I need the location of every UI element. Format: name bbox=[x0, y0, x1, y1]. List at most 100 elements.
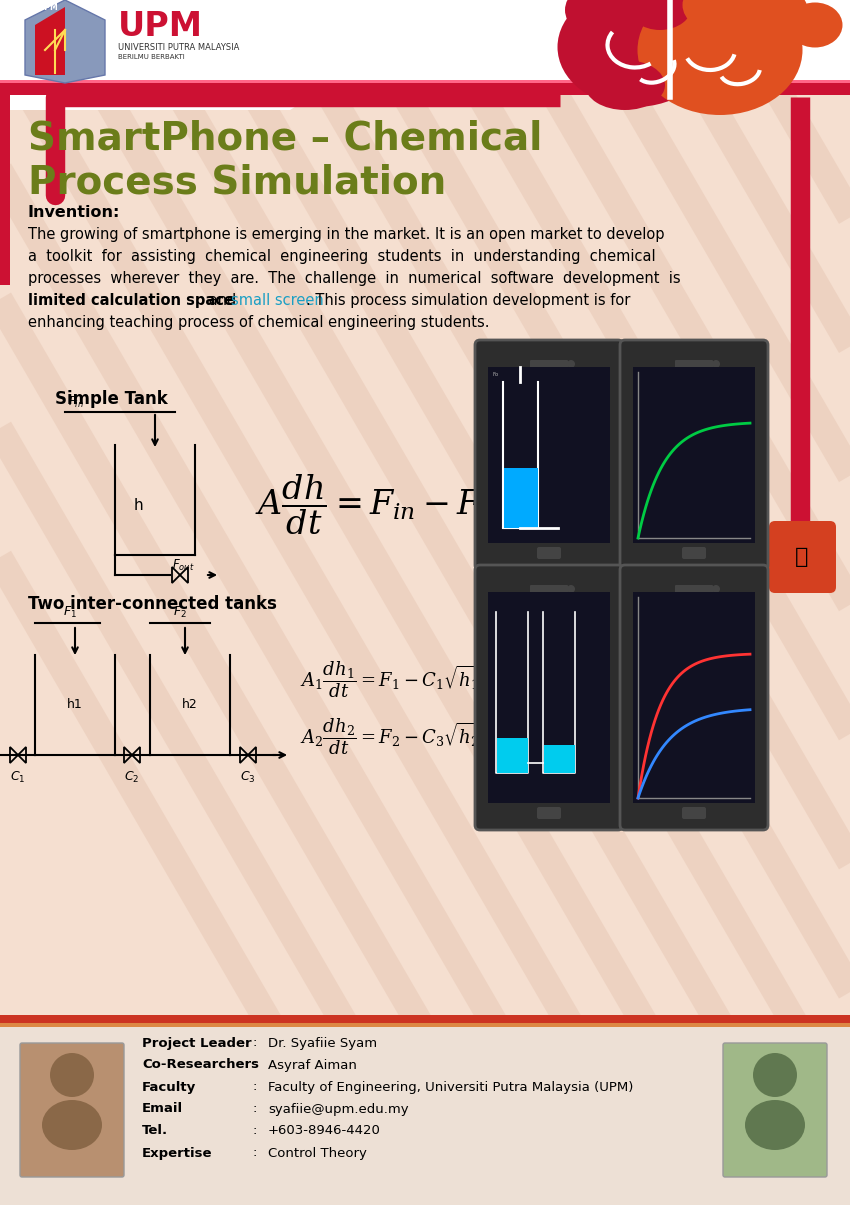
Text: Project Leader: Project Leader bbox=[142, 1036, 252, 1050]
Text: $C_3$: $C_3$ bbox=[241, 770, 256, 786]
Bar bbox=[0, 80, 850, 83]
Bar bbox=[0, 1023, 850, 1027]
Text: a  toolkit  for  assisting  chemical  engineering  students  in  understanding  : a toolkit for assisting chemical enginee… bbox=[28, 249, 655, 264]
Bar bbox=[633, 368, 755, 543]
Text: Invention:: Invention: bbox=[28, 205, 121, 221]
Text: :: : bbox=[252, 1124, 258, 1138]
FancyBboxPatch shape bbox=[675, 584, 713, 593]
FancyBboxPatch shape bbox=[537, 547, 561, 559]
FancyBboxPatch shape bbox=[620, 340, 768, 570]
Text: Dr. Syafiie Syam: Dr. Syafiie Syam bbox=[268, 1036, 377, 1050]
Ellipse shape bbox=[627, 0, 693, 30]
Ellipse shape bbox=[677, 63, 762, 111]
Text: :: : bbox=[252, 1103, 258, 1116]
Text: UPM: UPM bbox=[118, 11, 203, 43]
Circle shape bbox=[50, 1053, 94, 1097]
Ellipse shape bbox=[565, 0, 635, 37]
FancyBboxPatch shape bbox=[769, 521, 836, 593]
Text: +603-8946-4420: +603-8946-4420 bbox=[268, 1124, 381, 1138]
Ellipse shape bbox=[787, 2, 842, 47]
Text: h1: h1 bbox=[67, 699, 82, 711]
Text: $C_1$: $C_1$ bbox=[10, 770, 26, 786]
Text: :: : bbox=[252, 1081, 258, 1093]
Text: $F_2$: $F_2$ bbox=[173, 605, 187, 621]
FancyBboxPatch shape bbox=[475, 565, 623, 830]
Text: Faculty of Engineering, Universiti Putra Malaysia (UPM): Faculty of Engineering, Universiti Putra… bbox=[268, 1081, 633, 1093]
Text: Email: Email bbox=[142, 1103, 183, 1116]
Text: $A_2\dfrac{dh_2}{dt}=F_2-C_3\sqrt{h_2}+C_2(\sqrt{h_1}-\sqrt{h_2})$: $A_2\dfrac{dh_2}{dt}=F_2-C_3\sqrt{h_2}+C… bbox=[300, 717, 637, 757]
Text: SmartPhone – Chemical: SmartPhone – Chemical bbox=[28, 120, 542, 158]
Text: $F_{out}$: $F_{out}$ bbox=[172, 558, 195, 574]
Bar bbox=[488, 592, 610, 803]
FancyBboxPatch shape bbox=[620, 565, 768, 830]
Ellipse shape bbox=[683, 0, 757, 33]
FancyBboxPatch shape bbox=[537, 807, 561, 819]
Text: :: : bbox=[252, 1146, 258, 1159]
Ellipse shape bbox=[743, 0, 808, 35]
Polygon shape bbox=[35, 7, 65, 75]
Ellipse shape bbox=[745, 1100, 805, 1150]
Bar bbox=[504, 468, 538, 528]
Bar bbox=[633, 592, 755, 803]
Bar bbox=[497, 737, 528, 772]
Text: h: h bbox=[133, 498, 143, 512]
Text: :: : bbox=[252, 1058, 258, 1071]
Text: Asyraf Aiman: Asyraf Aiman bbox=[268, 1058, 357, 1071]
FancyBboxPatch shape bbox=[475, 340, 623, 570]
Text: Expertise: Expertise bbox=[142, 1146, 212, 1159]
Ellipse shape bbox=[558, 0, 712, 107]
Polygon shape bbox=[290, 0, 330, 110]
Text: Co-Researchers: Co-Researchers bbox=[142, 1058, 259, 1071]
Text: small screen: small screen bbox=[231, 293, 324, 308]
Text: $C_2$: $C_2$ bbox=[124, 770, 139, 786]
Text: and: and bbox=[204, 293, 241, 308]
Polygon shape bbox=[25, 0, 105, 83]
Text: Simple Tank: Simple Tank bbox=[55, 390, 167, 408]
Text: Faculty: Faculty bbox=[142, 1081, 196, 1093]
Text: limited calculation space: limited calculation space bbox=[28, 293, 234, 308]
Circle shape bbox=[567, 584, 575, 593]
Bar bbox=[0, 1015, 850, 1023]
Text: processes  wherever  they  are.  The  challenge  in  numerical  software  develo: processes wherever they are. The challen… bbox=[28, 271, 681, 286]
Bar bbox=[0, 95, 10, 286]
Circle shape bbox=[0, 90, 10, 100]
Text: $A\dfrac{dh}{dt}=F_{in}-F_{out}$: $A\dfrac{dh}{dt}=F_{in}-F_{out}$ bbox=[255, 472, 520, 537]
Ellipse shape bbox=[638, 0, 802, 114]
Text: UPM: UPM bbox=[38, 4, 58, 12]
FancyBboxPatch shape bbox=[20, 1044, 124, 1177]
Text: Tel.: Tel. bbox=[142, 1124, 168, 1138]
Ellipse shape bbox=[585, 60, 665, 110]
Circle shape bbox=[712, 360, 720, 368]
Text: Process Simulation: Process Simulation bbox=[28, 163, 446, 201]
Text: UNIVERSITI PUTRA MALAYSIA: UNIVERSITI PUTRA MALAYSIA bbox=[118, 43, 240, 53]
FancyBboxPatch shape bbox=[682, 547, 706, 559]
Bar bbox=[0, 1019, 850, 1205]
Bar bbox=[0, 0, 850, 86]
Text: Two inter-connected tanks: Two inter-connected tanks bbox=[28, 595, 277, 613]
Text: The growing of smartphone is emerging in the market. It is an open market to dev: The growing of smartphone is emerging in… bbox=[28, 227, 665, 242]
FancyBboxPatch shape bbox=[723, 1044, 827, 1177]
Text: $F_{in}$: $F_{in}$ bbox=[68, 395, 83, 410]
Text: $A_1\dfrac{dh_1}{dt}=F_1-C_1\sqrt{h_1}-C_2(\sqrt{h_1}-\sqrt{h_2})$: $A_1\dfrac{dh_1}{dt}=F_1-C_1\sqrt{h_1}-C… bbox=[300, 659, 637, 700]
Bar bbox=[0, 83, 850, 95]
Text: BERILMU BERBAKTI: BERILMU BERBAKTI bbox=[118, 54, 184, 60]
Circle shape bbox=[567, 360, 575, 368]
Bar bbox=[544, 745, 575, 772]
Text: Fo: Fo bbox=[493, 372, 499, 377]
Circle shape bbox=[753, 1053, 797, 1097]
Text: enhancing teaching process of chemical engineering students.: enhancing teaching process of chemical e… bbox=[28, 315, 490, 330]
Text: . This process simulation development is for: . This process simulation development is… bbox=[306, 293, 631, 308]
Bar bbox=[0, 0, 290, 110]
FancyBboxPatch shape bbox=[530, 360, 568, 368]
Text: syafiie@upm.edu.my: syafiie@upm.edu.my bbox=[268, 1103, 409, 1116]
Text: h2: h2 bbox=[182, 699, 198, 711]
FancyBboxPatch shape bbox=[530, 584, 568, 593]
Text: Control Theory: Control Theory bbox=[268, 1146, 367, 1159]
FancyBboxPatch shape bbox=[675, 360, 713, 368]
Bar bbox=[488, 368, 610, 543]
Text: :: : bbox=[252, 1036, 258, 1050]
Text: 💡: 💡 bbox=[796, 547, 808, 568]
Circle shape bbox=[712, 584, 720, 593]
Text: $F_1$: $F_1$ bbox=[63, 605, 77, 621]
Ellipse shape bbox=[42, 1100, 102, 1150]
